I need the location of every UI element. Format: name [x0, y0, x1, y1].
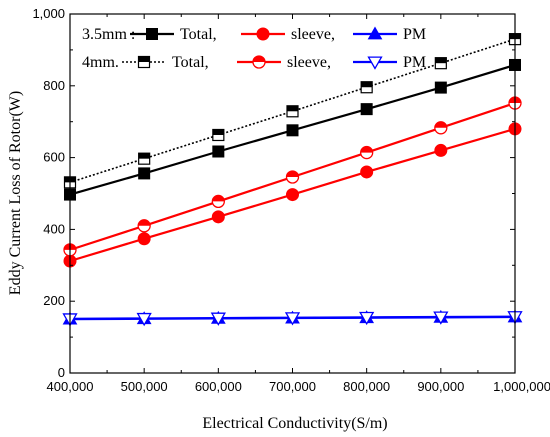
data-point: [138, 152, 151, 165]
y-tick-label: 200: [43, 293, 65, 308]
legend-item: Total,: [122, 54, 209, 71]
data-point: [137, 219, 151, 233]
data-point: [434, 121, 448, 135]
x-tick-label: 500,000: [121, 379, 168, 394]
legend-label: Total,: [172, 54, 209, 71]
marker-half-fill: [253, 56, 265, 62]
legend: 3.5mm : Total, sleeve, PM 4mm. Total, sleeve, P…: [82, 26, 426, 71]
y-tick-label: 600: [43, 150, 65, 165]
data-point: [360, 103, 373, 116]
marker-half-fill: [360, 146, 373, 153]
marker-half-fill: [435, 57, 447, 64]
marker-half-fill: [138, 56, 150, 62]
marker-half-fill: [286, 170, 299, 177]
data-point: [434, 57, 447, 70]
legend-prefix: 4mm.: [82, 54, 119, 71]
legend-prefix: 3.5mm :: [82, 26, 135, 43]
legend-marker: [146, 28, 158, 40]
data-point: [284, 312, 301, 326]
legend-marker: [367, 26, 383, 40]
data-point: [286, 105, 299, 118]
x-tick-label: 1,000,000: [493, 379, 550, 394]
y-tick-label: 0: [58, 365, 65, 380]
legend-item: PM: [353, 26, 426, 43]
legend-label: PM: [403, 26, 426, 43]
data-point: [360, 145, 374, 160]
data-point: [211, 210, 225, 224]
x-tick-label: 400,000: [47, 379, 94, 394]
marker-half-fill: [361, 81, 373, 88]
legend-marker: [256, 27, 270, 41]
marker-half-fill: [138, 153, 150, 159]
series-3_5mm-sleeve: [63, 122, 522, 268]
legend-marker: [367, 56, 383, 70]
data-point: [360, 81, 373, 94]
legend-marker: [137, 55, 151, 69]
y-tick-label: 1,000: [32, 6, 65, 21]
legend-item: sleeve,: [241, 26, 335, 43]
marker-half-fill: [138, 219, 151, 226]
y-axis-title: Eddy Current Loss of Rotor(W): [7, 91, 24, 295]
series-4mm-sleeve: [63, 96, 522, 257]
y-tick-label: 800: [43, 78, 65, 93]
data-point: [138, 167, 151, 180]
legend-label: PM: [403, 54, 426, 71]
x-tick-label: 900,000: [417, 379, 464, 394]
data-point: [212, 145, 225, 158]
y-tick-label: 400: [43, 221, 65, 236]
data-point: [286, 188, 299, 202]
data-point: [210, 312, 226, 326]
data-point: [285, 170, 300, 184]
legend-label: sleeve,: [291, 26, 335, 43]
series-4mm-pm: [62, 311, 523, 327]
data-point: [137, 232, 151, 246]
legend-item: PM: [353, 54, 426, 71]
data-point: [433, 311, 449, 325]
legend-marker: [252, 55, 266, 69]
data-point: [286, 124, 299, 137]
legend-label: sleeve,: [287, 54, 331, 71]
marker-half-fill: [212, 129, 224, 135]
marker-half-fill: [434, 121, 447, 128]
x-tick-label: 800,000: [343, 379, 390, 394]
data-point: [211, 194, 225, 209]
legend-item: Total,: [130, 26, 217, 43]
marker-half-fill: [287, 105, 298, 112]
data-point: [434, 143, 448, 157]
legend-item: sleeve,: [237, 54, 331, 71]
axes: 0 200 400 600 800 1,000 400,000 500,000 600,000 7…: [32, 6, 550, 394]
legend-label: Total,: [180, 26, 217, 43]
series-layer: [62, 33, 523, 327]
data-point: [136, 312, 152, 327]
x-axis-title: Electrical Conductivity(S/m): [202, 415, 387, 432]
data-point: [359, 311, 375, 326]
data-point: [212, 128, 225, 142]
marker-half-fill: [212, 195, 225, 202]
data-point: [434, 81, 447, 94]
x-tick-label: 700,000: [269, 379, 316, 394]
x-tick-label: 600,000: [195, 379, 242, 394]
data-point: [360, 165, 374, 179]
